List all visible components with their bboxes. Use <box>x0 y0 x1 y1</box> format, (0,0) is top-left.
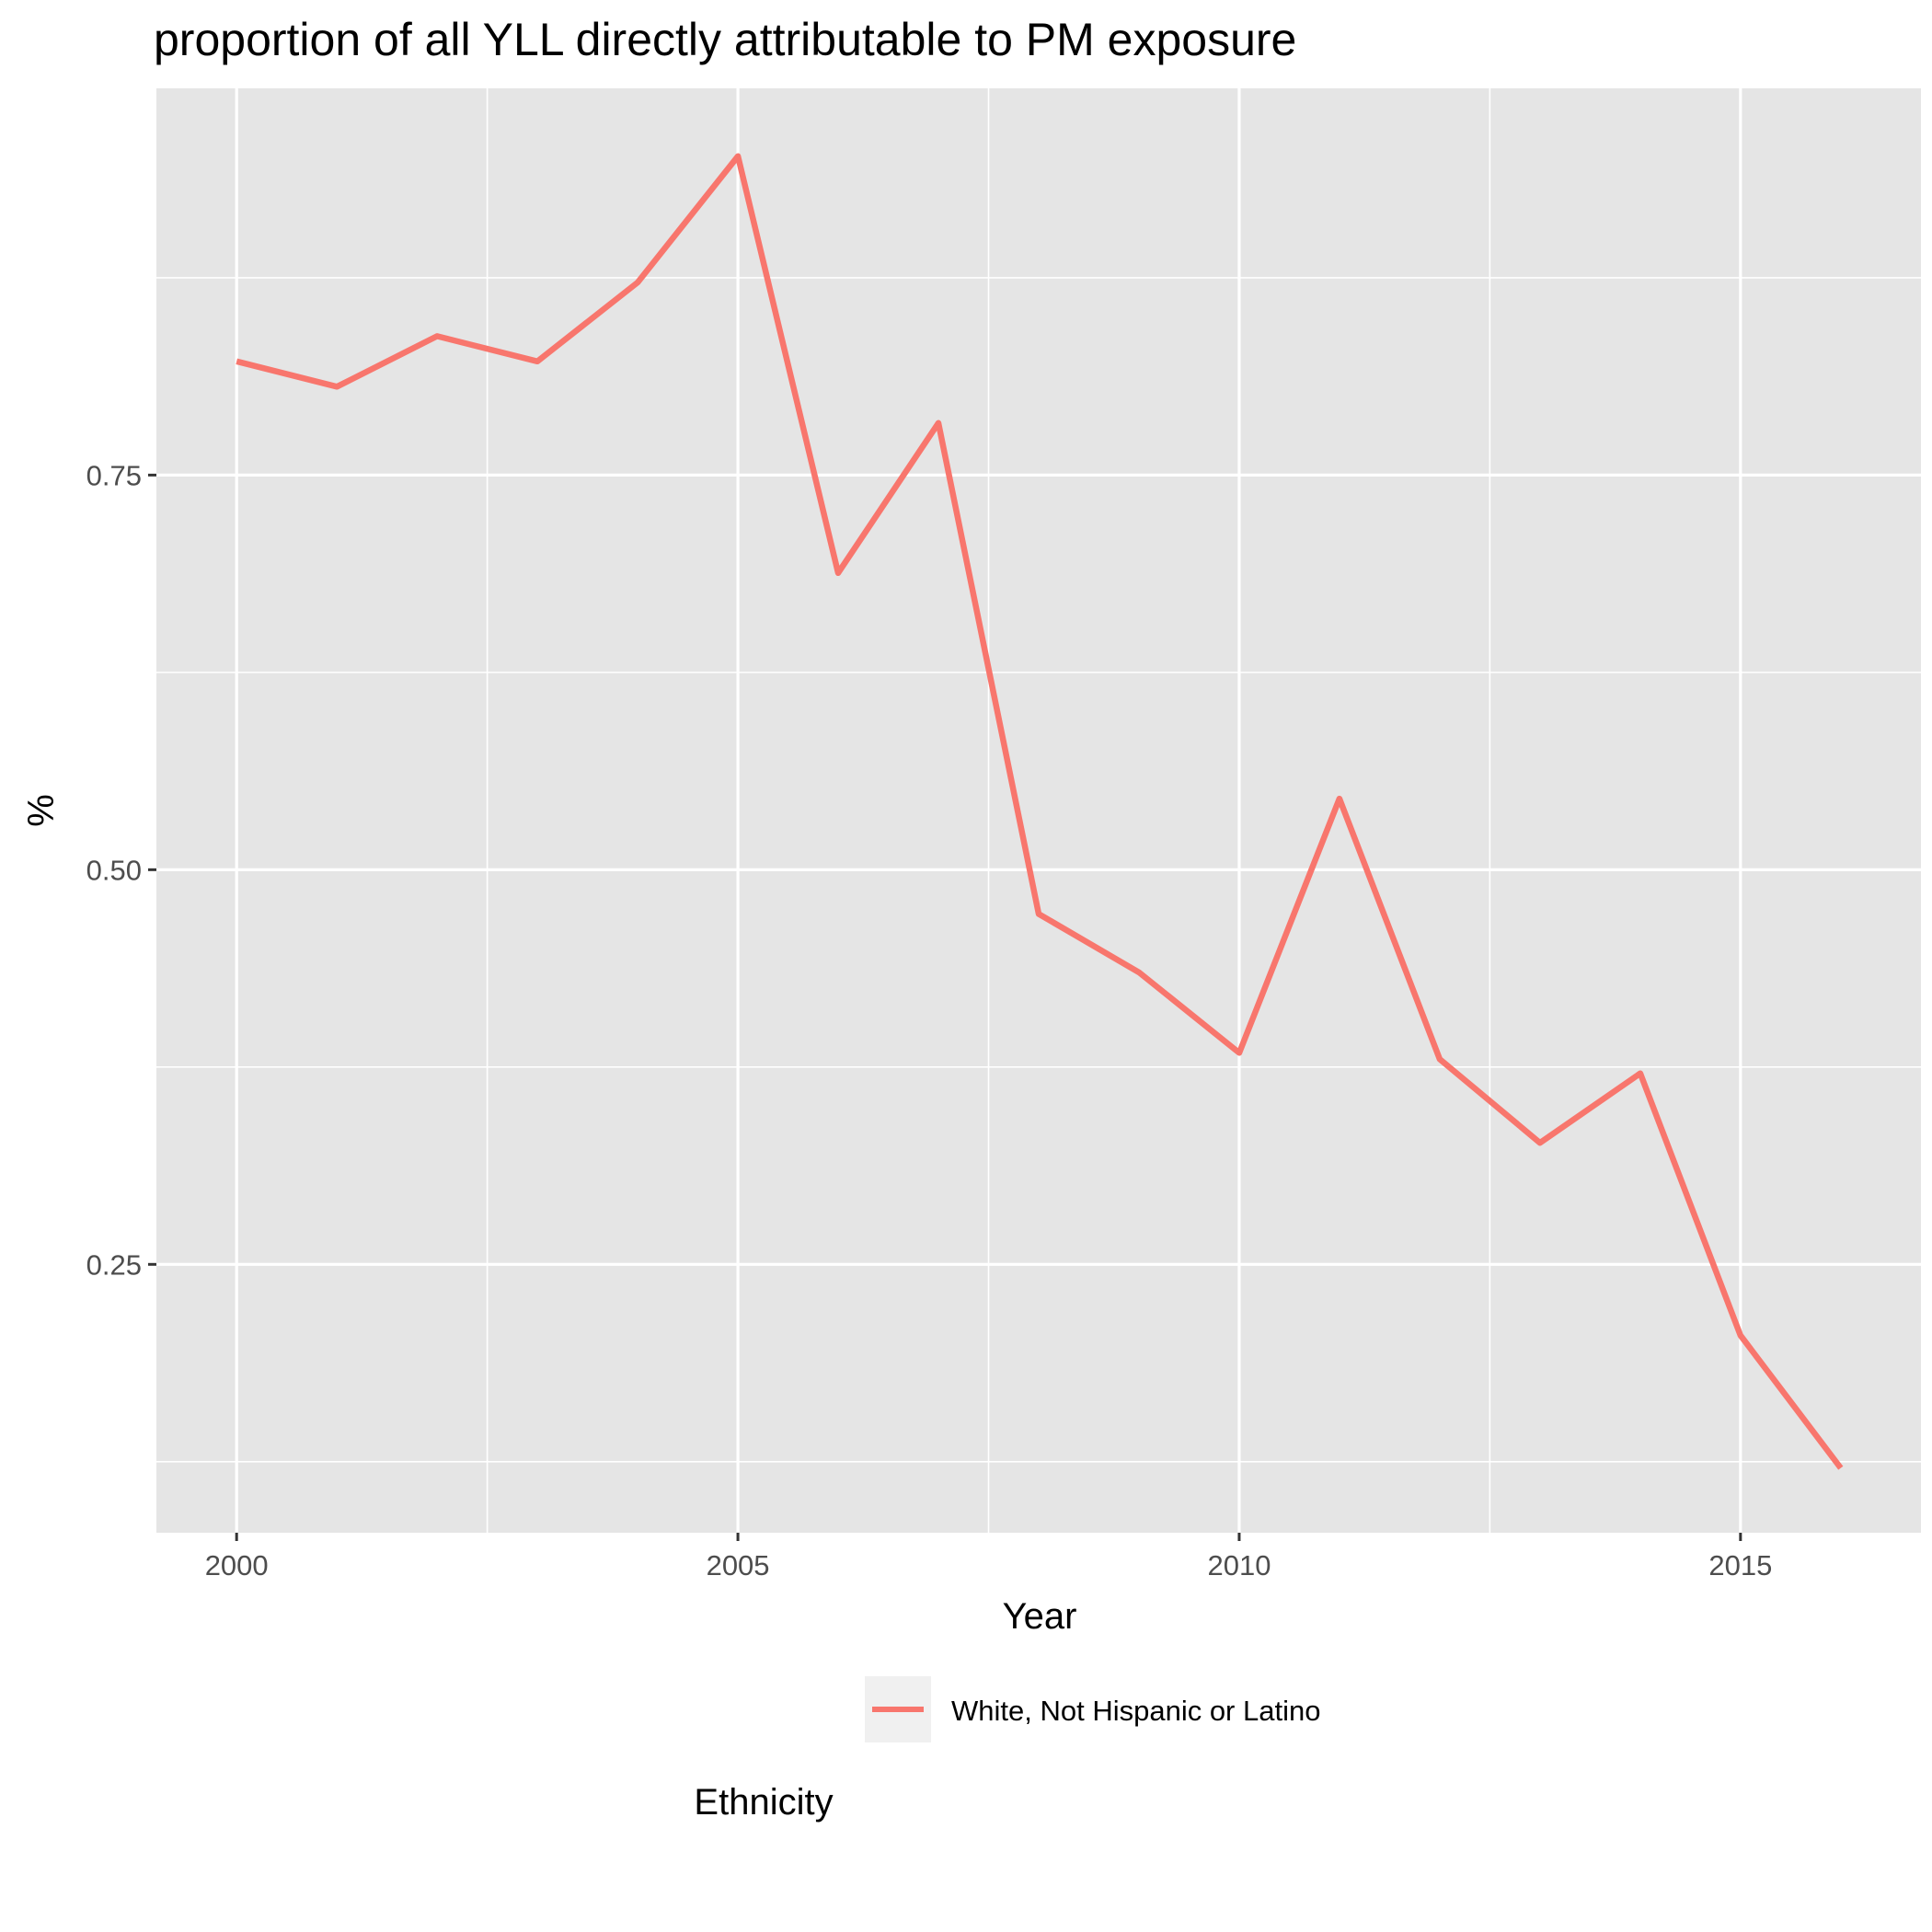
x-tick-label: 2005 <box>707 1549 770 1581</box>
legend-title: Ethnicity <box>694 1782 833 1823</box>
y-tick-label: 0.75 <box>86 459 142 491</box>
chart-title: proportion of all YLL directly attributa… <box>154 14 1296 65</box>
legend: White, Not Hispanic or Latino Ethnicity <box>694 1676 1320 1823</box>
y-axis-title: % <box>21 794 62 827</box>
x-axis-title: Year <box>1003 1596 1077 1637</box>
x-tick-label: 2000 <box>205 1549 269 1581</box>
y-tick-label: 0.25 <box>86 1248 142 1281</box>
series-layer <box>236 153 1844 1470</box>
y-axis: 0.25 0.50 0.75 <box>86 459 156 1281</box>
x-tick-label: 2010 <box>1207 1549 1271 1581</box>
y-tick-label: 0.50 <box>86 854 142 886</box>
x-tick-label: 2015 <box>1708 1549 1772 1581</box>
series-line <box>236 153 1844 1470</box>
major-gridlines <box>156 88 1921 1533</box>
plot-panel <box>156 88 1921 1533</box>
x-axis: 2000 2005 2010 2015 <box>205 1533 1772 1581</box>
minor-gridlines <box>156 88 1921 1533</box>
legend-label: White, Not Hispanic or Latino <box>951 1695 1320 1727</box>
